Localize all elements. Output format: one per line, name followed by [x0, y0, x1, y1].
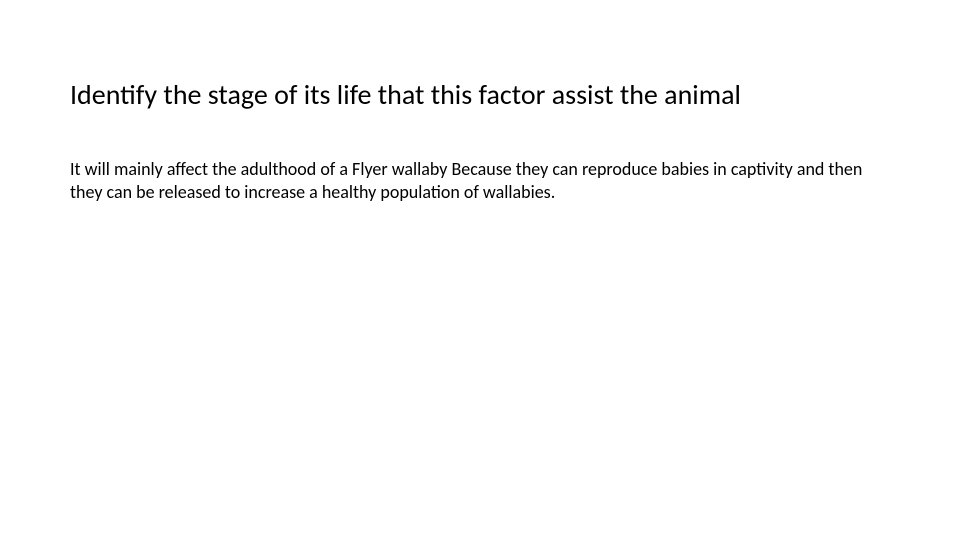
slide-body-text: It will mainly affect the adulthood of a… — [70, 158, 890, 203]
slide-title: Identify the stage of its life that this… — [70, 78, 890, 112]
slide: Identify the stage of its life that this… — [0, 0, 960, 540]
